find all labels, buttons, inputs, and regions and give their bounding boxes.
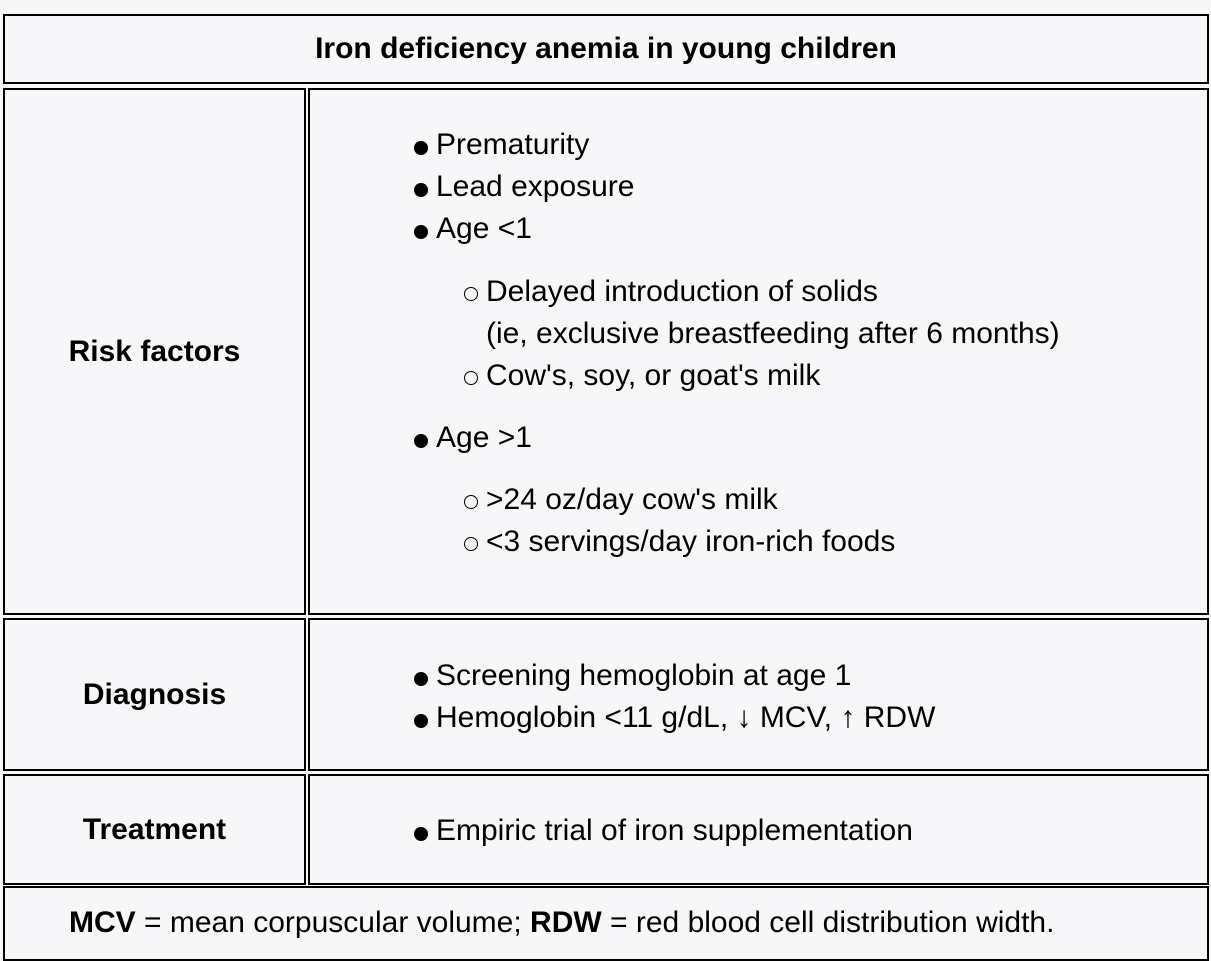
bullet-circle-icon [464, 537, 478, 551]
sub-list-item-text: Cow's, soy, or goat's milk [486, 359, 821, 392]
abbr-rdw-definition: = red blood cell distribution width. [601, 906, 1055, 939]
list-item-text: Lead exposure [436, 170, 635, 203]
list-item: Lead exposure [410, 166, 635, 208]
abbreviations-text: MCV = mean corpuscular volume; RDW = red… [69, 906, 1054, 940]
abbr-mcv-definition: = mean corpuscular volume; [135, 906, 531, 939]
sub-list-item-text: <3 servings/day iron-rich foods [486, 525, 896, 558]
sub-list-item-text: Delayed introduction of solids [486, 275, 878, 308]
sub-list-item: Cow's, soy, or goat's milk [460, 355, 1060, 397]
bullet-dot-icon [414, 183, 428, 197]
sub-list-item-text-continued: (ie, exclusive breastfeeding after 6 mon… [486, 317, 1060, 350]
diagnosis-label: Diagnosis [82, 677, 227, 711]
diagnosis-list: Screening hemoglobin at age 1 Hemoglobin… [410, 655, 935, 739]
age-gt1-list: Age >1 [410, 417, 532, 459]
diagnosis-label-cell: Diagnosis [3, 618, 306, 771]
bullet-dot-icon [414, 714, 428, 728]
list-item-text: Empiric trial of iron supplementation [436, 814, 913, 847]
list-item-text: Hemoglobin <11 g/dL, ↓ MCV, ↑ RDW [436, 701, 936, 734]
list-item: Age >1 [410, 417, 532, 459]
list-item-text: Age >1 [436, 421, 532, 454]
list-item: Empiric trial of iron supplementation [410, 810, 913, 852]
list-item-text: Prematurity [436, 128, 590, 161]
bullet-circle-icon [464, 371, 478, 385]
sub-list-item: >24 oz/day cow's milk [460, 479, 895, 521]
treatment-list: Empiric trial of iron supplementation [410, 810, 913, 852]
treatment-label-cell: Treatment [3, 774, 306, 885]
bullet-dot-icon [414, 434, 428, 448]
bullet-dot-icon [414, 672, 428, 686]
risk-factors-label: Risk factors [68, 334, 241, 368]
bullet-circle-icon [464, 287, 478, 301]
sub-list-item-text: >24 oz/day cow's milk [486, 483, 778, 516]
sub-list-item: Delayed introduction of solids (ie, excl… [460, 271, 1060, 355]
bullet-dot-icon [414, 827, 428, 841]
list-item: Age <1 [410, 208, 635, 250]
treatment-content-cell: Empiric trial of iron supplementation [308, 774, 1209, 885]
table-title: Iron deficiency anemia in young children [3, 14, 1209, 84]
treatment-label: Treatment [82, 812, 227, 846]
list-item: Screening hemoglobin at age 1 [410, 655, 935, 697]
age-gt1-sublist: >24 oz/day cow's milk <3 servings/day ir… [460, 479, 895, 563]
abbr-rdw: RDW [530, 906, 602, 939]
diagnosis-content-cell: Screening hemoglobin at age 1 Hemoglobin… [308, 618, 1209, 771]
list-item-text: Age <1 [436, 212, 532, 245]
risk-factors-content-cell: Prematurity Lead exposure Age <1 Delayed… [308, 88, 1209, 615]
risk-factors-list: Prematurity Lead exposure Age <1 [410, 124, 635, 250]
bullet-dot-icon [414, 141, 428, 155]
abbr-mcv: MCV [69, 906, 136, 939]
sub-list-item: <3 servings/day iron-rich foods [460, 521, 895, 563]
list-item: Prematurity [410, 124, 635, 166]
list-item: Hemoglobin <11 g/dL, ↓ MCV, ↑ RDW [410, 697, 935, 739]
age-lt1-sublist: Delayed introduction of solids (ie, excl… [460, 271, 1060, 397]
bullet-circle-icon [464, 495, 478, 509]
risk-factors-label-cell: Risk factors [3, 88, 306, 615]
title-text: Iron deficiency anemia in young children [315, 32, 897, 65]
abbreviations-footer: MCV = mean corpuscular volume; RDW = red… [3, 886, 1209, 961]
bullet-dot-icon [414, 225, 428, 239]
list-item-text: Screening hemoglobin at age 1 [436, 659, 852, 692]
